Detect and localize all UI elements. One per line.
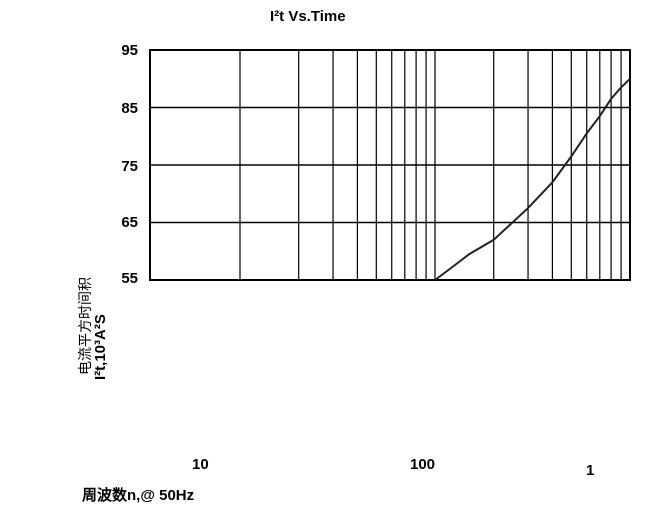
y-tick-label: 55: [121, 270, 138, 287]
x-tick-label: 100: [410, 456, 436, 473]
y-tick-label: 75: [121, 158, 138, 175]
y-tick-label: 85: [121, 100, 138, 117]
plot-frame: [149, 49, 631, 281]
y-tick-label: 65: [121, 214, 138, 231]
x-tick-label: 10: [192, 456, 209, 473]
grid-lines: [150, 49, 630, 281]
x-tick-label: 1: [586, 462, 595, 479]
x-axis-label: 周波数n,@ 50Hz: [82, 487, 195, 504]
i2t-curve: [434, 78, 631, 281]
chart-title: I²t Vs.Time: [270, 8, 346, 25]
y-tick-label: 95: [121, 42, 138, 59]
